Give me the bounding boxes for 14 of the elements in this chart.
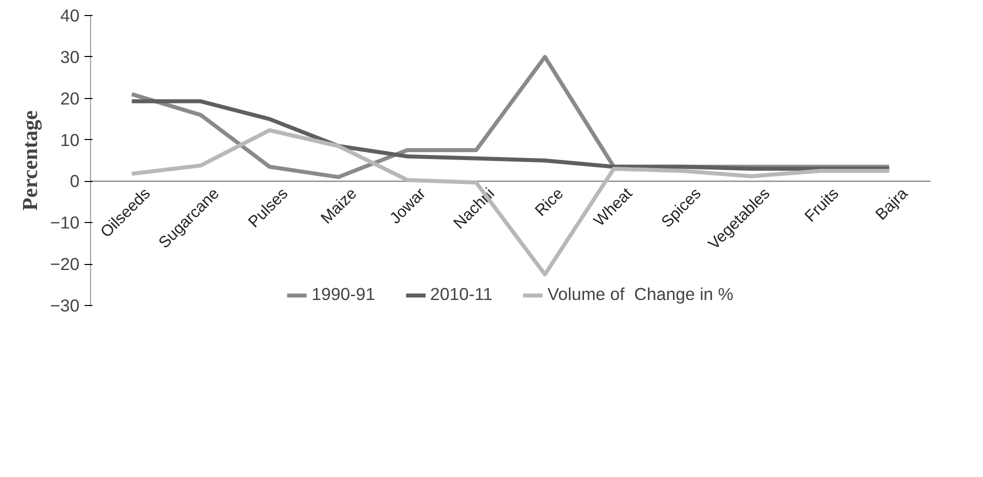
legend-label: 1990-91 [312,284,376,305]
legend-label: Volume of Change in % [547,284,734,305]
y-tick-label: 10 [60,130,80,150]
y-tick-label: 0 [70,171,80,192]
legend-label: 2010-11 [430,284,492,305]
y-tick-label: −20 [50,254,80,274]
y-tick-label: 40 [60,6,80,26]
y-tick-label: 30 [60,46,80,67]
y-tick-label: −30 [50,296,80,316]
line-series [130,99,892,171]
x-tick-label: Rice [532,185,568,220]
y-tick-label: 20 [60,88,80,108]
y-tick-label: −10 [50,212,80,233]
y-axis-title: Percentage [18,110,42,211]
